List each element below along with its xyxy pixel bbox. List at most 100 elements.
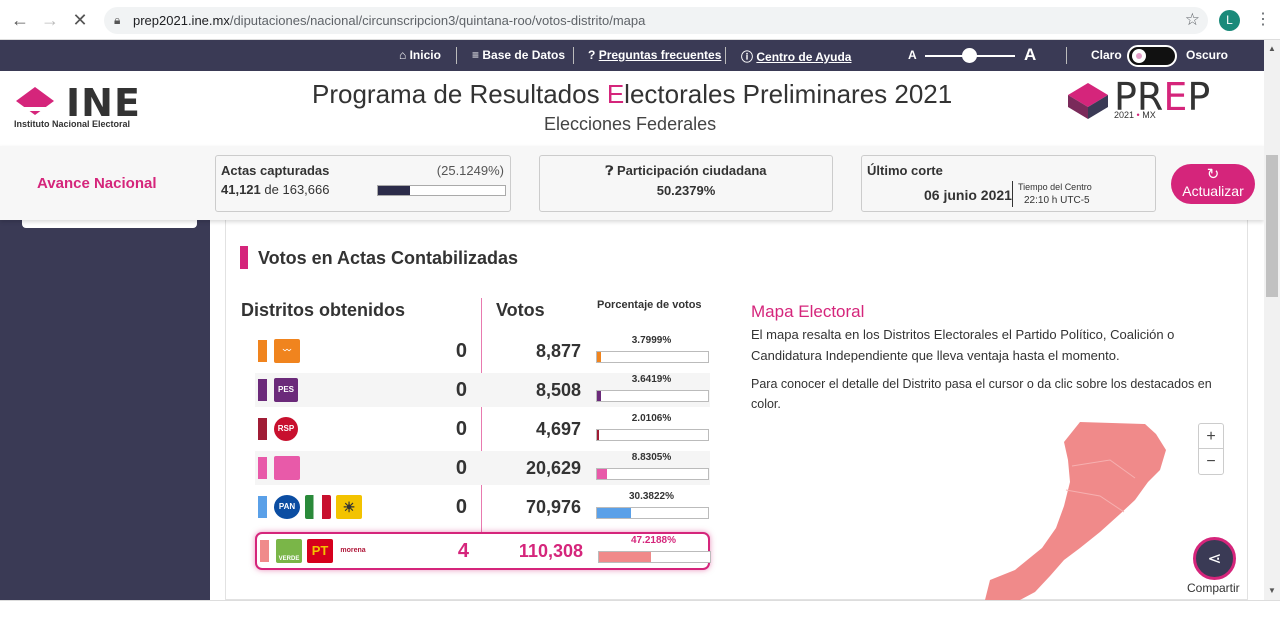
mc-logo-icon: 〰 <box>274 339 300 363</box>
districts-count: 0 <box>455 340 467 362</box>
results-row[interactable]: 〰 0 8,877 3.7999% <box>255 334 710 368</box>
column-divider <box>481 298 482 570</box>
prd-logo-icon: ☀ <box>336 495 362 519</box>
results-row[interactable]: RSP 0 4,697 2.0106% <box>255 412 710 446</box>
theme-dark-label: Oscuro <box>1186 48 1229 62</box>
refresh-button[interactable]: ↻ Actualizar <box>1171 164 1255 204</box>
page-subtitle: Elecciones Federales <box>544 114 717 134</box>
corte-time: 22:10 h UTC-5 <box>1024 195 1090 206</box>
share-icon: ⋖ <box>1207 549 1222 568</box>
participacion-label: ❓︎ Participación ciudadana <box>605 163 767 178</box>
nav-divider <box>456 47 457 64</box>
vote-percent-bar <box>596 468 709 480</box>
column-header-porcentaje: Porcentaje de votos <box>597 299 702 311</box>
bookmark-star-icon[interactable]: ☆ <box>1184 10 1200 29</box>
nav-ayuda[interactable]: ⓘ Centro de Ayuda <box>741 50 852 64</box>
question-circle-icon: ❓︎ <box>605 163 614 178</box>
section-marker <box>240 246 248 269</box>
theme-toggle[interactable] <box>1127 45 1177 67</box>
participacion-value: 50.2379% <box>656 183 716 198</box>
pes-logo-icon: PES <box>274 378 298 402</box>
nav-inicio[interactable]: ⌂ Inicio <box>399 48 441 62</box>
map-zoom-control: + − <box>1198 423 1224 475</box>
votes-count: 4,697 <box>535 419 581 439</box>
nav-divider <box>725 47 726 64</box>
question-icon: ? <box>588 48 596 62</box>
nav-divider <box>1066 47 1067 64</box>
page-title: Programa de Resultados Electorales Preli… <box>312 79 953 109</box>
actas-label: Actas capturadas <box>221 163 330 178</box>
votes-count: 110,308 <box>518 541 583 561</box>
results-row[interactable]: PAN ☀ 0 70,976 30.3822% <box>255 490 710 524</box>
results-row[interactable]: 0 20,629 8.8305% <box>255 451 710 485</box>
party-color-swatch <box>258 418 267 440</box>
nav-base-datos[interactable]: ≡ Base de Datos <box>472 48 566 62</box>
actas-percent: (25.1249%) <box>436 163 504 178</box>
rsp-logo-icon: RSP <box>274 417 298 441</box>
party-color-swatch <box>258 379 267 401</box>
vote-percent-fill <box>599 552 652 562</box>
ine-wordmark: INE <box>66 81 141 125</box>
corte-date: 06 junio 2021 <box>924 187 1012 203</box>
map-district-border <box>1065 459 1136 513</box>
vote-percent-fill <box>597 352 602 362</box>
vote-percent: 3.7999% <box>631 335 672 346</box>
vote-percent: 47.2188% <box>630 535 677 546</box>
vote-percent-fill <box>597 508 631 518</box>
vote-percent: 3.6419% <box>631 374 672 385</box>
districts-count: 0 <box>455 418 467 440</box>
votes-count: 8,508 <box>535 380 581 400</box>
actas-card: Actas capturadas (25.1249%) 41,121 de 16… <box>215 155 511 212</box>
vote-percent-fill <box>597 469 607 479</box>
back-arrow-icon[interactable]: ← <box>11 10 29 30</box>
address-bar[interactable]: 🔒︎ prep2021.ine.mx/diputaciones/nacional… <box>104 7 1208 34</box>
profile-avatar[interactable]: L <box>1219 10 1240 31</box>
nav-preguntas[interactable]: ? Preguntas frecuentes <box>588 48 722 62</box>
corte-label: Último corte <box>867 163 943 178</box>
share-label: Compartir <box>1187 581 1240 595</box>
scroll-up-icon[interactable]: ▲ <box>1268 44 1276 53</box>
prep-year: 2021 • MX <box>1114 110 1156 120</box>
stop-loading-icon[interactable]: ✕ <box>72 10 88 30</box>
map-description: El mapa resalta en los Distritos Elector… <box>751 327 1175 363</box>
page-scrollbar[interactable] <box>1264 40 1280 600</box>
column-header-votos: Votos <box>496 300 545 320</box>
forward-arrow-icon[interactable]: → <box>41 10 59 30</box>
party-color-swatch <box>258 496 267 518</box>
districts-count: 4 <box>457 540 469 562</box>
font-size-small: A <box>908 48 917 62</box>
results-row[interactable]: PES 0 8,508 3.6419% <box>255 373 710 407</box>
map-district-region[interactable] <box>985 422 1166 600</box>
districts-count: 0 <box>455 496 467 518</box>
sidebar-tab[interactable] <box>22 220 197 228</box>
top-navigation: ⌂ Inicio ≡ Base de Datos ? Preguntas fre… <box>0 40 1264 71</box>
database-icon: ≡ <box>472 48 480 62</box>
info-icon: ⓘ <box>741 50 754 64</box>
refresh-icon: ↻ <box>1206 166 1220 183</box>
zoom-out-button[interactable]: − <box>1206 453 1216 470</box>
font-size-slider-handle[interactable] <box>962 48 977 63</box>
browser-menu-icon[interactable]: ⋮ <box>1255 11 1271 28</box>
share-button[interactable]: ⋖ <box>1193 537 1236 580</box>
ine-subtitle: Instituto Nacional Electoral <box>14 119 131 129</box>
vote-percent-fill <box>597 430 600 440</box>
morena-logo-icon: morena <box>340 547 366 554</box>
corte-card: Último corte 06 junio 2021 Tiempo del Ce… <box>861 155 1156 212</box>
actas-progress-fill <box>378 186 410 195</box>
zoom-in-button[interactable]: + <box>1199 424 1223 449</box>
refresh-label: Actualizar <box>1182 183 1244 199</box>
vote-percent-bar <box>596 351 709 363</box>
prep-wordmark: PREP <box>1114 75 1211 119</box>
sidebar <box>0 220 210 600</box>
pt-logo-icon: PT <box>307 539 333 563</box>
votes-count: 70,976 <box>525 497 581 517</box>
scrollbar-thumb[interactable] <box>1266 155 1278 297</box>
results-row-leading[interactable]: VERDE PT morena 4 110,308 47.2188% <box>255 532 711 570</box>
browser-bottom-bar <box>0 600 1280 620</box>
ine-diamond-icon <box>14 87 56 115</box>
vote-percent-bar <box>596 429 709 441</box>
toggle-knob <box>1132 49 1146 63</box>
nav-divider <box>573 47 574 64</box>
avance-nacional-link[interactable]: Avance Nacional <box>37 175 157 192</box>
scroll-down-icon[interactable]: ▼ <box>1268 586 1276 595</box>
